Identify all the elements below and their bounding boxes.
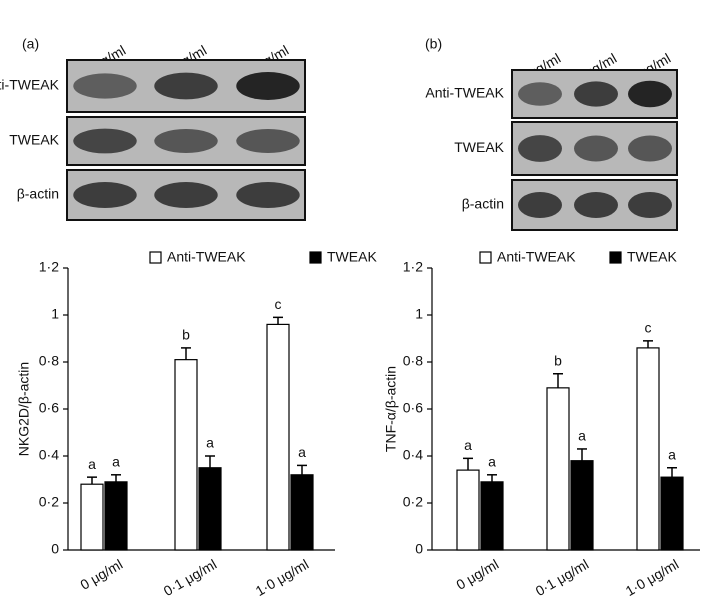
blot-row-label: β-actin (17, 186, 59, 202)
panel-label: (b) (425, 36, 442, 52)
blot-band (574, 81, 618, 107)
blot-row-label: Anti-TWEAK (0, 77, 60, 93)
blot-band (628, 80, 672, 108)
legend-swatch (309, 251, 322, 264)
x-tick-label: 0·1 μg/ml (161, 556, 220, 599)
blot-band (518, 82, 562, 106)
blot-row-label: TWEAK (9, 132, 59, 148)
bar (290, 474, 314, 551)
legend-swatch (479, 251, 492, 264)
blot-band (154, 72, 218, 100)
blot-band (574, 192, 618, 218)
y-axis-label: NKG2D/β-actin (16, 362, 32, 456)
legend-swatch (149, 251, 162, 264)
legend-label: Anti-TWEAK (167, 249, 246, 265)
blot-band (574, 135, 618, 162)
blot-band (73, 73, 137, 99)
legend-label: TWEAK (627, 249, 677, 265)
y-tick-label: 1 (415, 306, 423, 322)
significance-letter: c (645, 320, 652, 336)
y-tick-label: 0·8 (403, 353, 423, 369)
blot-band (154, 182, 218, 208)
y-tick-label: 0·4 (39, 447, 59, 463)
x-tick-label: 1·0 μg/ml (623, 556, 682, 599)
y-tick-label: 1·2 (39, 259, 59, 275)
bar (546, 387, 570, 551)
significance-letter: b (182, 327, 190, 343)
panel-label: (a) (22, 36, 39, 52)
significance-letter: b (554, 352, 562, 368)
y-tick-label: 0 (415, 541, 423, 557)
y-axis-label: TNF-α/β-actin (383, 366, 399, 452)
significance-letter: a (206, 435, 214, 451)
bar (660, 476, 684, 551)
bar (266, 323, 290, 551)
blot-row-label: β-actin (462, 196, 504, 212)
blot-band (73, 128, 137, 154)
blot-row-label: TWEAK (454, 139, 504, 155)
legend-label: TWEAK (327, 249, 377, 265)
blot-band (236, 72, 300, 100)
blot-band (518, 192, 562, 218)
bar (174, 359, 198, 551)
y-tick-label: 0·2 (39, 494, 59, 510)
significance-letter: a (464, 437, 472, 453)
bar (480, 481, 504, 551)
blot-band (236, 182, 300, 208)
x-tick-label: 0 μg/ml (77, 556, 125, 593)
significance-letter: a (578, 428, 586, 444)
y-tick-label: 0·4 (403, 447, 423, 463)
significance-letter: a (112, 454, 120, 470)
y-tick-label: 0·6 (39, 400, 59, 416)
blot-band (154, 129, 218, 153)
x-tick-label: 0·1 μg/ml (533, 556, 592, 599)
blot-row-label: Anti-TWEAK (425, 85, 504, 101)
bar (198, 467, 222, 551)
bar (104, 481, 128, 551)
significance-letter: a (298, 444, 306, 460)
significance-letter: c (275, 296, 282, 312)
blot-band (518, 135, 562, 162)
y-tick-label: 0·8 (39, 353, 59, 369)
y-tick-label: 1·2 (403, 259, 423, 275)
significance-letter: a (488, 454, 496, 470)
blot-band (628, 135, 672, 162)
significance-letter: a (88, 456, 96, 472)
y-tick-label: 0·6 (403, 400, 423, 416)
x-tick-label: 1·0 μg/ml (253, 556, 312, 599)
y-tick-label: 0 (51, 541, 59, 557)
blot-band (628, 192, 672, 218)
significance-letter: a (668, 446, 676, 462)
blot-band (73, 182, 137, 208)
bar (456, 469, 480, 551)
bar (570, 460, 594, 551)
y-tick-label: 0·2 (403, 494, 423, 510)
bar (80, 483, 104, 551)
legend-swatch (609, 251, 622, 264)
x-tick-label: 0 μg/ml (453, 556, 501, 593)
bar (636, 347, 660, 551)
legend-label: Anti-TWEAK (497, 249, 576, 265)
blot-band (236, 129, 300, 153)
y-tick-label: 1 (51, 306, 59, 322)
